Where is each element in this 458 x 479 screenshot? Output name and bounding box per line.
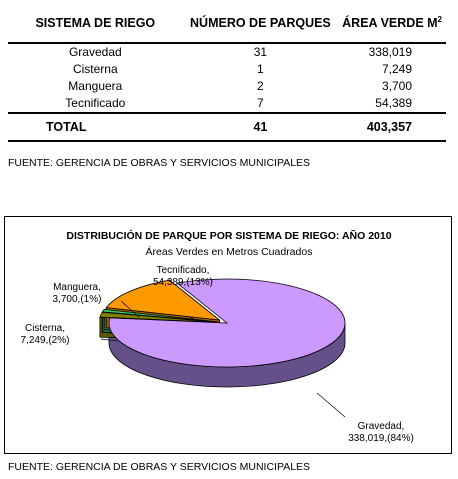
leader-line-2 [120,300,140,318]
slice-label-1: Cisterna, [25,323,65,334]
cell-area: 3,700 [381,79,412,93]
cell-system: Gravedad [68,45,122,59]
header-parks: NÚMERO DE PARQUES [182,4,339,44]
cell-parks: 7 [257,96,264,110]
cell-area: 7,249 [381,62,412,76]
pie-tops [99,278,346,368]
slice-label-3: Tecnificado, [157,265,210,276]
table-total-row: TOTAL 41 403,357 [8,112,446,142]
slice-value-label-0: 338,019,(84%) [348,433,414,444]
slice-value-label-3: 54,389,(13%) [153,277,213,288]
chart-title: DISTRIBUCIÓN DE PARQUE POR SISTEMA DE RI… [66,229,391,242]
slice-value-label-1: 7,249,(2%) [21,335,70,346]
cell-area: 338,019 [368,45,412,59]
cell-area: 54,389 [375,96,412,110]
leader-line-0 [316,392,346,418]
cell-parks: 2 [257,79,264,93]
total-parks: 41 [182,112,339,142]
header-area-label: ÁREA VERDE M [342,16,438,31]
total-area: 403,357 [338,112,446,142]
table-row: Cisterna 1 7,249 [8,61,446,78]
cell-system: Tecnificado [65,96,126,110]
table-row: Gravedad 31 338,019 [8,43,446,61]
cell-parks: 1 [257,62,264,76]
cell-system: Manguera [68,79,123,93]
header-area: ÁREA VERDE M2 [338,4,446,44]
slice-top-0 [108,278,346,368]
pie-chart: DISTRIBUCIÓN DE PARQUE POR SISTEMA DE RI… [21,229,414,444]
table-header-row: SISTEMA DE RIEGO NÚMERO DE PARQUES ÁREA … [8,4,446,44]
cell-system: Cisterna [72,62,118,76]
pie-chart-frame: DISTRIBUCIÓN DE PARQUE POR SISTEMA DE RI… [4,216,452,454]
cell-parks: 31 [253,45,268,59]
slice-top-3 [105,279,221,321]
chart-source-note: FUENTE: GERENCIA DE OBRAS Y SERVICIOS MU… [8,461,311,473]
slice-top-2 [101,308,218,323]
header-system: SISTEMA DE RIEGO [8,4,183,44]
slice-value-label-2: 3,700,(1%) [53,294,102,305]
table-row: Manguera 2 3,700 [8,78,446,95]
pie-labels: Gravedad,338,019,(84%) Cisterna,7,249,(2%… [21,265,414,444]
table-row: Tecnificado 7 54,389 [8,95,446,113]
irrigation-table: SISTEMA DE RIEGO NÚMERO DE PARQUES ÁREA … [8,4,446,142]
leader-line-1 [100,338,118,342]
header-area-superscript: 2 [437,15,442,25]
table-source-note: FUENTE: GERENCIA DE OBRAS Y SERVICIOS MU… [8,157,311,169]
chart-subtitle: Áreas Verdes en Metros Cuadrados [146,245,313,258]
slice-label-0: Gravedad, [358,421,405,432]
slice-label-2: Manguera, [53,282,101,293]
total-label: TOTAL [8,112,183,142]
irrigation-table-container: SISTEMA DE RIEGO NÚMERO DE PARQUES ÁREA … [8,4,446,142]
